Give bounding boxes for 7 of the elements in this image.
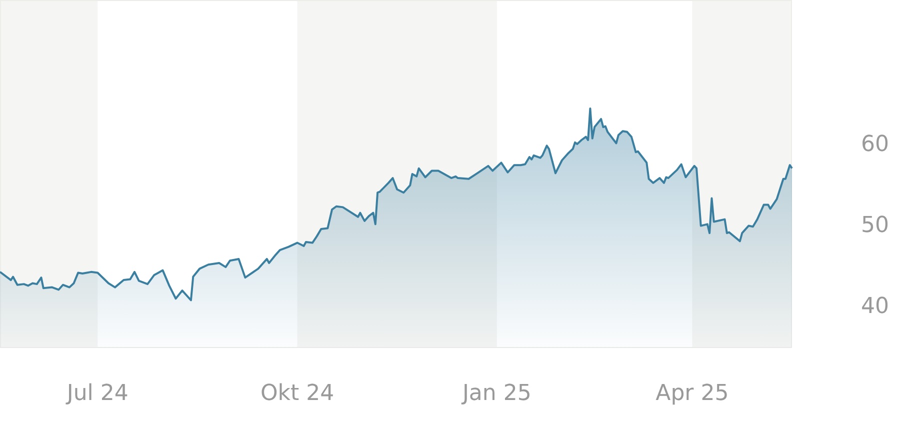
x-tick-label: Okt 24	[260, 381, 334, 406]
y-tick-label: 60	[861, 132, 889, 158]
x-tick-label: Jan 25	[460, 381, 532, 406]
x-tick-label: Apr 25	[656, 381, 729, 406]
y-tick-label: 40	[861, 294, 889, 319]
x-tick-label: Jul 24	[64, 381, 128, 406]
y-tick-label: 50	[861, 213, 889, 238]
